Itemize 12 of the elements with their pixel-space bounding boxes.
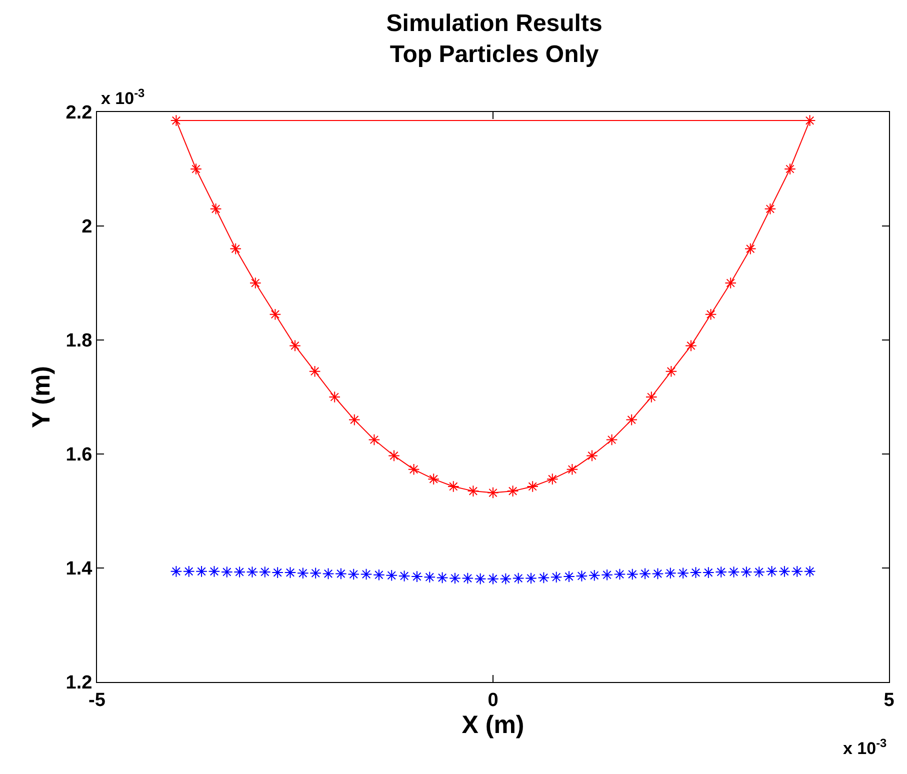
- text: x 10$^{-3}$: [101, 86, 146, 108]
- y-tick-label: 2: [82, 216, 92, 238]
- x-tick-label: 0: [488, 690, 498, 711]
- y-tick-label: 1.6: [66, 444, 92, 466]
- y-tick-label: 2.2: [66, 102, 92, 124]
- x-axis-title: X (m): [462, 710, 524, 739]
- y-axis-title: Y (m): [28, 366, 56, 428]
- x-tick-label: 5: [884, 690, 895, 711]
- y-tick-label: 1.8: [66, 330, 92, 352]
- y-tick-label: 1.4: [66, 558, 93, 580]
- chart-title: Simulation Results Top Particles Only: [386, 10, 602, 68]
- text: x 10$^{-3}$: [843, 736, 888, 758]
